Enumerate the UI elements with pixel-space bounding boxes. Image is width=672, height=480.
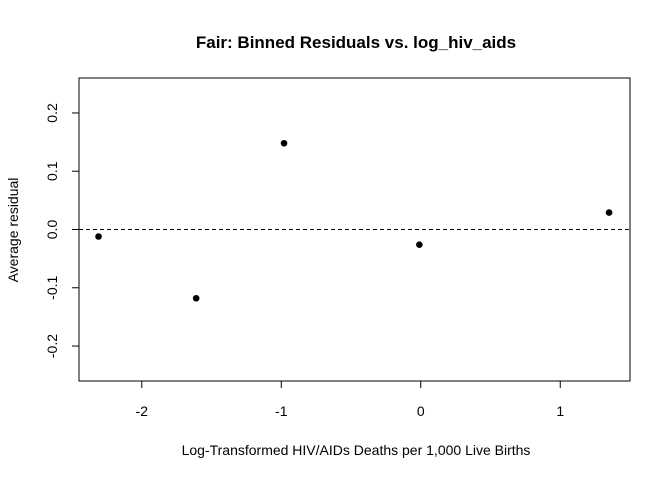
data-points [95, 139, 613, 302]
x-tick-label: 0 [417, 403, 425, 419]
y-tick-label: -0.2 [44, 334, 60, 358]
data-point [95, 233, 102, 240]
y-tick-label: 0.0 [44, 220, 60, 240]
y-axis: -0.2 -0.1 0.0 0.1 0.2 [44, 103, 80, 358]
data-point [416, 241, 423, 248]
x-tick-label: 1 [556, 403, 564, 419]
x-axis: -2 -1 0 1 [136, 380, 564, 419]
data-point [280, 139, 288, 147]
y-tick-label: 0.1 [44, 161, 60, 181]
x-tick-label: -2 [136, 403, 149, 419]
y-tick-label: -0.1 [44, 275, 60, 299]
x-axis-label: Log-Transformed HIV/AIDs Deaths per 1,00… [182, 442, 531, 458]
data-point [192, 294, 200, 302]
y-axis-label: Average residual [5, 178, 21, 283]
x-tick-label: -1 [275, 403, 288, 419]
y-tick-label: 0.2 [44, 103, 60, 123]
data-point [605, 209, 613, 216]
chart-title: Fair: Binned Residuals vs. log_hiv_aids [196, 33, 516, 52]
